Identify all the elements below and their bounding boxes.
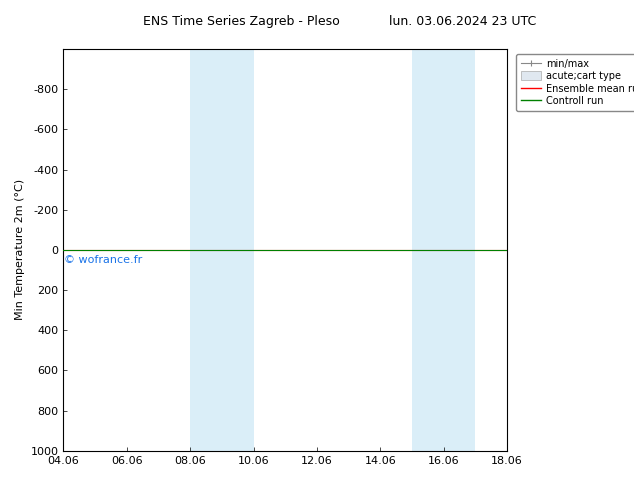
Legend: min/max, acute;cart type, Ensemble mean run, Controll run: min/max, acute;cart type, Ensemble mean … — [517, 54, 634, 111]
Bar — [412, 49, 476, 451]
Text: lun. 03.06.2024 23 UTC: lun. 03.06.2024 23 UTC — [389, 15, 536, 28]
Bar — [190, 49, 254, 451]
Y-axis label: Min Temperature 2m (°C): Min Temperature 2m (°C) — [15, 179, 25, 320]
Text: © wofrance.fr: © wofrance.fr — [63, 255, 142, 265]
Text: ENS Time Series Zagreb - Pleso: ENS Time Series Zagreb - Pleso — [143, 15, 339, 28]
